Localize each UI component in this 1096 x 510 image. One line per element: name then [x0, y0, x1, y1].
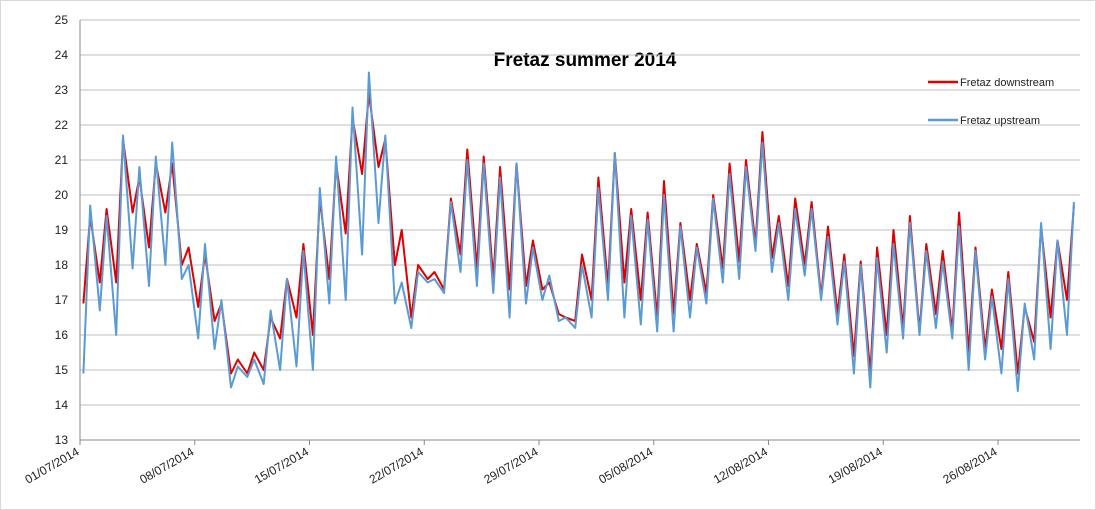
- y-tick-label: 16: [55, 328, 69, 342]
- y-tick-label: 14: [55, 398, 69, 412]
- series-line: [82, 71, 1075, 392]
- y-tick-label: 13: [55, 433, 69, 447]
- y-tick-label: 15: [55, 363, 69, 377]
- y-tick-label: 17: [55, 293, 69, 307]
- legend-label: Fretaz downstream: [960, 77, 1054, 89]
- y-tick-label: 19: [55, 223, 69, 237]
- y-tick-label: 21: [55, 153, 69, 167]
- y-tick-label: 25: [55, 13, 69, 27]
- chart-title: Fretaz summer 2014: [494, 50, 677, 71]
- y-tick-label: 18: [55, 258, 69, 272]
- y-tick-label: 24: [55, 48, 69, 62]
- y-tick-label: 23: [55, 83, 69, 97]
- y-tick-label: 20: [55, 188, 69, 202]
- y-tick-label: 22: [55, 118, 69, 132]
- legend-label: Fretaz upstream: [960, 115, 1040, 127]
